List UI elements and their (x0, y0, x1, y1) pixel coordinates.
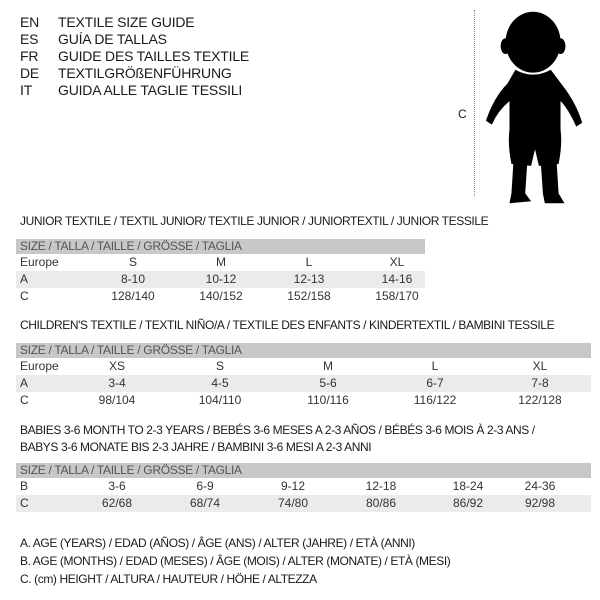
table-cell: XS (108, 359, 126, 373)
table-cell: M (216, 255, 226, 269)
baby-silhouette-icon (485, 11, 583, 204)
size-header-row: SIZE / TALLA / TAILLE / GRÖSSE / TAGLIA (16, 239, 425, 254)
table-cell: 128/140 (111, 289, 155, 303)
table-cell: L (431, 359, 439, 373)
language-code: EN (20, 14, 40, 30)
table-cell: 24-36 (524, 479, 556, 493)
table-row: C 98/104 104/110 110/116 116/122 122/128 (16, 392, 591, 409)
table-cell: 18-24 (452, 479, 484, 493)
language-code: DE (20, 65, 40, 81)
measure-label: C (458, 107, 467, 121)
header-title: GUIDE DES TAILLES TEXTILE (58, 48, 250, 64)
language-code: IT (20, 82, 33, 98)
row-label: C (20, 496, 29, 510)
row-label: A (20, 272, 29, 286)
table-cell: 152/158 (287, 289, 331, 303)
row-label: Europe (20, 255, 59, 269)
table-cell: 3-6 (108, 479, 126, 493)
header-title: TEXTILGRÖßENFÜHRUNG (58, 65, 232, 81)
size-table: SIZE / TALLA / TAILLE / GRÖSSE / TAGLIA B… (16, 463, 591, 512)
header-title: TEXTILE SIZE GUIDE (58, 14, 195, 30)
table-cell: 92/98 (524, 496, 556, 510)
language-code: ES (20, 31, 39, 47)
table-row: A 3-4 4-5 5-6 6-7 7-8 (16, 375, 591, 392)
legend-item: B. AGE (MONTHS) / EDAD (MESES) / ÂGE (MO… (20, 554, 451, 568)
table-cell: M (323, 359, 333, 373)
row-label: C (20, 393, 29, 407)
table-row: C 62/68 68/74 74/80 80/86 86/92 92/98 (16, 495, 591, 512)
table-cell: 12-18 (365, 479, 397, 493)
table-cell: 74/80 (277, 496, 309, 510)
table-cell: S (215, 359, 225, 373)
table-cell: 80/86 (365, 496, 397, 510)
table-cell: 5-6 (319, 376, 337, 390)
table-cell: 8-10 (120, 272, 146, 286)
table-cell: 98/104 (98, 393, 136, 407)
table-cell: 116/122 (413, 393, 457, 407)
legend-item: C. (cm) HEIGHT / ALTURA / HAUTEUR / HÖHE… (20, 572, 317, 586)
table-row: B 3-6 6-9 9-12 12-18 18-24 24-36 (16, 478, 591, 495)
table-cell: 86/92 (452, 496, 484, 510)
language-code: FR (20, 48, 39, 64)
table-title: JUNIOR TEXTILE / TEXTIL JUNIOR/ TEXTILE … (20, 214, 489, 228)
size-table: SIZE / TALLA / TAILLE / GRÖSSE / TAGLIA E… (16, 239, 425, 305)
table-cell: 68/74 (189, 496, 221, 510)
size-header-row: SIZE / TALLA / TAILLE / GRÖSSE / TAGLIA (16, 463, 591, 478)
table-cell: XL (532, 359, 548, 373)
table-title-line2: BABYS 3-6 MONATE BIS 2-3 JAHRE / BAMBINI… (20, 440, 372, 454)
table-cell: 6-9 (196, 479, 214, 493)
table-cell: 3-4 (108, 376, 126, 390)
row-label: B (20, 479, 29, 493)
measure-line (474, 10, 475, 196)
table-title: CHILDREN'S TEXTILE / TEXTIL NIÑO/A / TEX… (20, 318, 555, 332)
table-title: BABIES 3-6 MONTH TO 2-3 YEARS / BEBÉS 3-… (20, 423, 535, 437)
table-cell: 10-12 (205, 272, 237, 286)
table-cell: 110/116 (307, 393, 349, 407)
table-cell: 12-13 (293, 272, 325, 286)
row-label: C (20, 289, 29, 303)
size-header-row: SIZE / TALLA / TAILLE / GRÖSSE / TAGLIA (16, 343, 591, 358)
row-label: A (20, 376, 29, 390)
header-title: GUÍA DE TALLAS (58, 31, 167, 47)
table-cell: 6-7 (426, 376, 444, 390)
legend-item: A. AGE (YEARS) / EDAD (AÑOS) / ÂGE (ANS)… (20, 536, 415, 550)
table-cell: 9-12 (280, 479, 306, 493)
table-cell: L (305, 255, 313, 269)
table-cell: 14-16 (381, 272, 413, 286)
table-row: C 128/140 140/152 152/158 158/170 (16, 288, 425, 305)
table-cell: 104/110 (198, 393, 242, 407)
row-label: Europe (20, 359, 59, 373)
header-title: GUIDA ALLE TAGLIE TESSILI (58, 82, 243, 98)
table-row: A 8-10 10-12 12-13 14-16 (16, 271, 425, 288)
size-table: SIZE / TALLA / TAILLE / GRÖSSE / TAGLIA E… (16, 343, 591, 409)
table-row: Europe XS S M L XL (16, 358, 591, 375)
table-row: Europe S M L XL (16, 254, 425, 271)
table-cell: 122/128 (518, 393, 562, 407)
table-cell: 158/170 (375, 289, 419, 303)
table-cell: 7-8 (531, 376, 549, 390)
table-cell: XL (389, 255, 405, 269)
table-cell: S (128, 255, 138, 269)
table-cell: 62/68 (101, 496, 133, 510)
table-cell: 4-5 (211, 376, 229, 390)
table-cell: 140/152 (199, 289, 243, 303)
